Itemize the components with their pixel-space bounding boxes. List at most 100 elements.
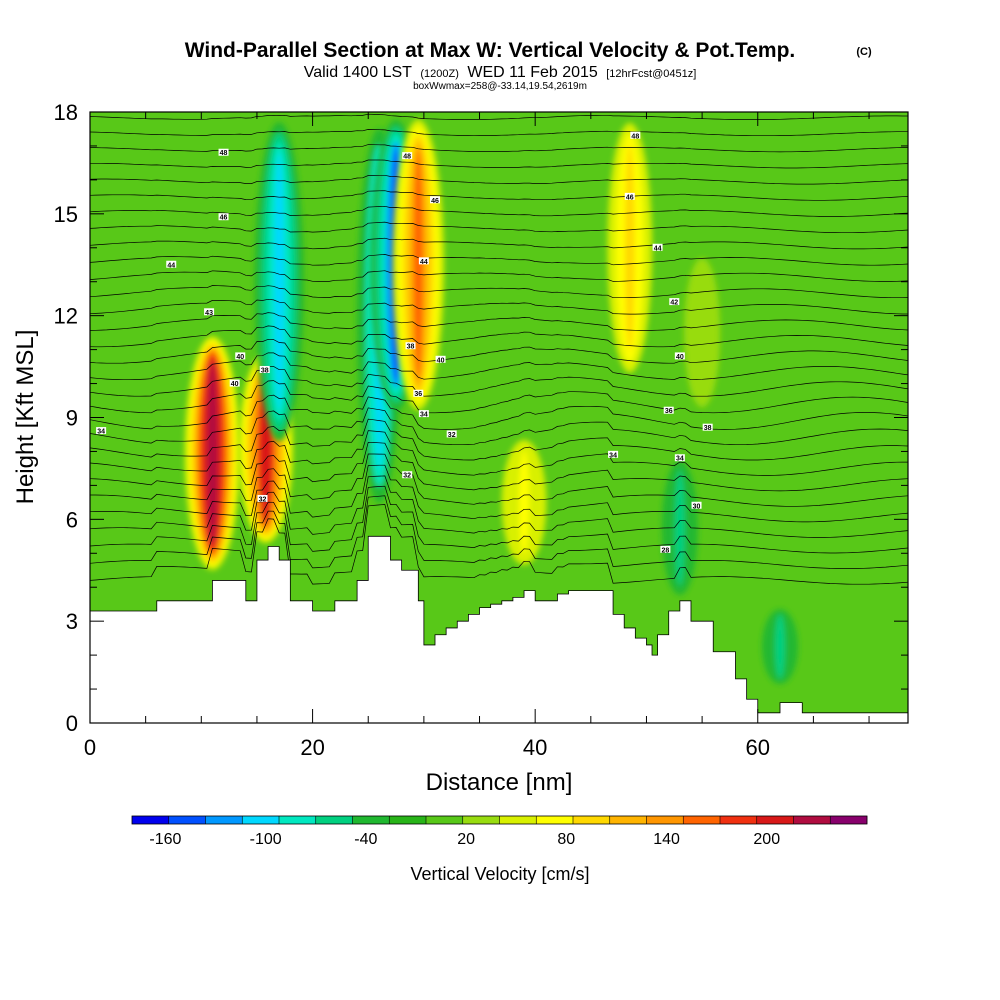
velocity-band bbox=[274, 152, 285, 411]
theta-label-text: 40 bbox=[231, 381, 239, 388]
theta-label-bg bbox=[663, 406, 674, 414]
colorbar-swatch bbox=[683, 816, 721, 824]
theta-label-bg bbox=[630, 131, 641, 139]
theta-contour bbox=[90, 159, 908, 169]
theta-label-text: 44 bbox=[420, 259, 428, 266]
theta-label: 30 bbox=[691, 501, 702, 510]
theta-label-text: 38 bbox=[704, 425, 712, 432]
theta-contour bbox=[90, 453, 908, 507]
colorbar: -160 -100 -40 20 80 140 200 bbox=[131, 815, 868, 848]
theta-contour bbox=[90, 464, 908, 523]
colorbar-swatch bbox=[426, 816, 464, 824]
velocity-band bbox=[624, 144, 635, 351]
velocity-plume bbox=[254, 122, 304, 442]
theta-label-bg bbox=[674, 454, 685, 462]
colorbar-swatch bbox=[462, 816, 500, 824]
colorbar-swatch bbox=[205, 816, 243, 824]
theta-label-text: 48 bbox=[220, 150, 228, 157]
theta-label: 44 bbox=[166, 260, 177, 269]
subtitle-fcst: [12hrFcst@0451z] bbox=[606, 68, 696, 80]
theta-label-bg bbox=[229, 379, 240, 387]
theta-label-text: 43 bbox=[205, 310, 213, 317]
theta-label: 48 bbox=[402, 152, 413, 161]
theta-contour bbox=[90, 394, 908, 430]
theta-label-bg bbox=[96, 427, 107, 435]
y-tick-label: 18 bbox=[54, 100, 78, 125]
theta-label-text: 42 bbox=[670, 300, 678, 307]
subtitle-utc: (1200Z) bbox=[420, 68, 459, 80]
theta-label: 40 bbox=[674, 352, 685, 361]
theta-label: 34 bbox=[674, 454, 685, 463]
theta-contour bbox=[90, 495, 908, 569]
theta-label: 34 bbox=[96, 427, 107, 436]
theta-contour bbox=[90, 285, 908, 299]
theta-label-bg bbox=[660, 545, 671, 553]
colorbar-swatch bbox=[315, 816, 353, 824]
colorbar-swatch bbox=[168, 816, 206, 824]
theta-label-text: 44 bbox=[167, 262, 175, 269]
colorbar-tick-label: 20 bbox=[457, 831, 475, 848]
chart-title-tag: (C) bbox=[856, 46, 872, 58]
theta-contour bbox=[90, 205, 908, 217]
theta-label-text: 34 bbox=[676, 456, 684, 463]
theta-label: 40 bbox=[229, 379, 240, 388]
x-tick-label: 40 bbox=[523, 735, 547, 760]
theta-label: 46 bbox=[430, 196, 441, 205]
theta-label: 38 bbox=[702, 423, 713, 432]
theta-label-bg bbox=[652, 243, 663, 251]
y-tick-label: 15 bbox=[54, 202, 78, 227]
theta-label-text: 46 bbox=[626, 194, 634, 201]
theta-label-bg bbox=[702, 423, 713, 431]
theta-contour bbox=[90, 485, 908, 554]
theta-contour-labels: 48 46 44 43 40 40 38 34 32 48 46 44 38 40 36 34 32 32 48 46… bbox=[96, 131, 713, 554]
velocity-plume bbox=[684, 257, 721, 408]
theta-contour bbox=[90, 504, 908, 585]
theta-contour bbox=[90, 325, 908, 348]
theta-label: 32 bbox=[402, 471, 413, 480]
theta-label-bg bbox=[204, 308, 215, 316]
theta-label: 32 bbox=[257, 494, 268, 503]
theta-label-bg bbox=[218, 148, 229, 156]
x-tick-label: 60 bbox=[746, 735, 770, 760]
terrain-mask bbox=[90, 535, 908, 723]
theta-label: 43 bbox=[204, 308, 215, 317]
theta-contour bbox=[90, 475, 908, 538]
theta-label: 44 bbox=[418, 257, 429, 266]
theta-label-text: 40 bbox=[236, 354, 244, 361]
theta-label: 28 bbox=[660, 545, 671, 554]
theta-label-text: 32 bbox=[403, 473, 411, 480]
theta-contour bbox=[90, 221, 908, 234]
theta-label: 48 bbox=[218, 148, 229, 157]
theta-label-bg bbox=[402, 152, 413, 160]
theta-contours bbox=[90, 113, 908, 585]
x-tick-label: 20 bbox=[300, 735, 324, 760]
theta-contour bbox=[90, 338, 908, 364]
theta-label-bg bbox=[166, 260, 177, 268]
theta-label: 46 bbox=[218, 213, 229, 222]
theta-contour bbox=[90, 441, 908, 492]
velocity-band bbox=[775, 614, 786, 679]
velocity-plume bbox=[762, 609, 799, 684]
theta-contour bbox=[90, 366, 908, 397]
theta-label-bg bbox=[405, 342, 416, 350]
y-tick-label: 12 bbox=[54, 304, 78, 329]
theta-label-text: 30 bbox=[693, 503, 701, 510]
theta-contour bbox=[90, 407, 908, 446]
velocity-band bbox=[697, 268, 708, 398]
colorbar-swatch bbox=[830, 816, 868, 824]
theta-label: 32 bbox=[446, 430, 457, 439]
velocity-plume bbox=[392, 119, 445, 411]
colorbar-swatch bbox=[279, 816, 317, 824]
theta-label-text: 34 bbox=[609, 452, 617, 459]
theta-contour bbox=[90, 237, 908, 250]
theta-contour bbox=[90, 129, 908, 137]
terrain bbox=[90, 535, 908, 723]
theta-label-text: 46 bbox=[220, 215, 228, 222]
subtitle-date: WED 11 Feb 2015 bbox=[467, 64, 598, 81]
theta-contour bbox=[90, 312, 908, 331]
theta-label-bg bbox=[235, 352, 246, 360]
colorbar-label: Vertical Velocity [cm/s] bbox=[410, 864, 589, 884]
plot-area: 48 46 44 43 40 40 38 34 32 48 46 44 38 40 36 34 32 32 48 46… bbox=[90, 112, 908, 723]
chart-subtitle: Valid 1400 LST (1200Z) WED 11 Feb 2015 [… bbox=[304, 64, 697, 81]
